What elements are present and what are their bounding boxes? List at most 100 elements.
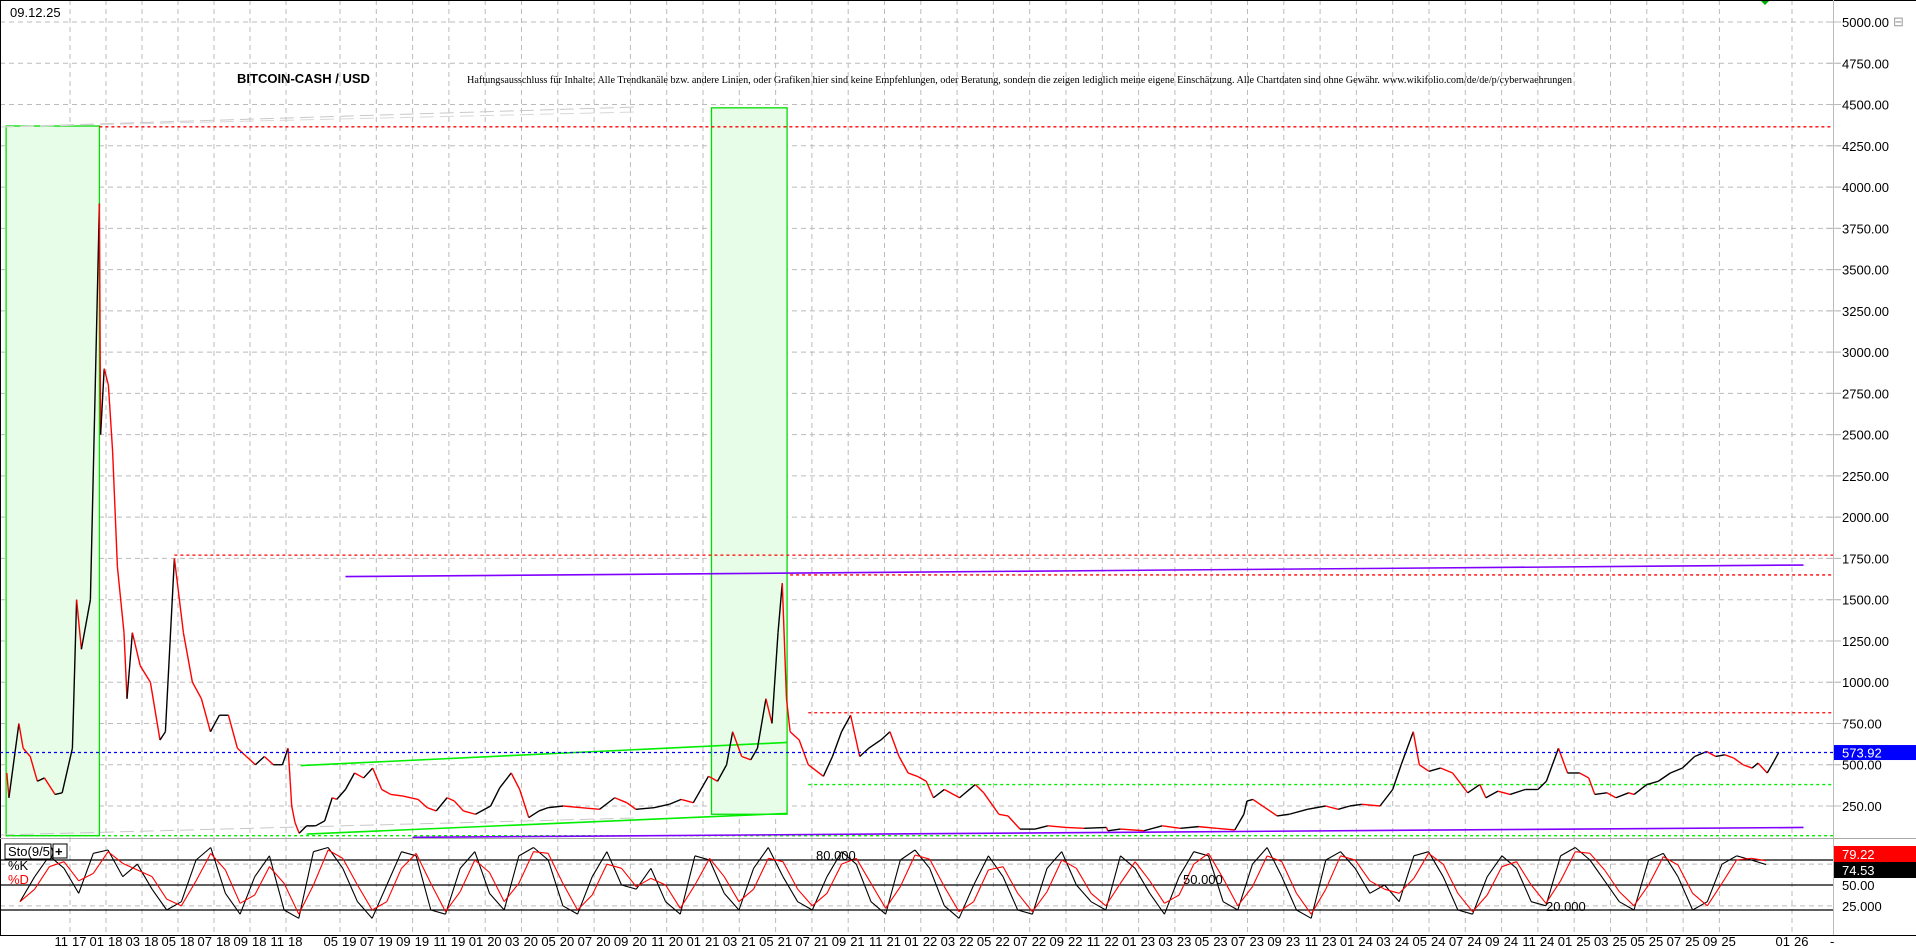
x-tick-year: 22 [923,934,937,948]
stoch-d-segment [988,866,1004,871]
price-segment [898,756,909,774]
stoch-k-segment [1354,868,1371,894]
y-tick-label: 2750.00 [1842,386,1889,401]
stoch-k-segment [533,847,549,861]
stoch-d-segment [489,872,505,902]
stoch-d-segment [1017,892,1033,913]
stoch-k-segment [48,855,65,869]
stoch-k-segment [268,855,285,911]
x-tick-year: 23 [1322,934,1336,948]
price-segment [959,784,976,799]
stoch-k-segment [767,847,784,877]
stoch-d-segment [49,861,65,868]
price-segment [1392,764,1402,790]
price-segment [1289,808,1308,815]
stoch-d-segment [1281,861,1297,894]
x-tick-month: 11 [869,934,883,948]
price-segment [1361,803,1381,807]
y-tick-label: 750.00 [1842,716,1882,731]
x-tick-month: 07 [1013,934,1027,948]
stoch-k-segment [841,851,857,865]
x-tick-year: 23 [1213,934,1227,948]
x-tick-month: 07 [1667,934,1681,948]
x-tick-year: 19 [451,934,465,948]
price-segment [390,793,404,797]
y-tick-label: 2250.00 [1842,469,1889,484]
stoch-d-segment [547,853,564,884]
price-segment [1682,755,1696,769]
x-tick-month: 09 [234,934,248,948]
x-tick-year: 23 [1286,934,1300,948]
x-tick-year: 20 [632,934,646,948]
collapse-button[interactable]: ⊟ [1893,14,1904,29]
price-segment [925,780,935,799]
d-legend: %D [8,872,29,887]
price-segment [475,805,491,815]
stoch-k-segment [782,876,799,902]
stoch-d-segment [841,857,857,865]
stoch-d-segment [1340,855,1356,861]
stoch-k-segment [1398,855,1415,902]
price-segment [200,698,212,732]
indicator-label: Sto(9/5) [8,844,54,859]
stoch-k-segment [1486,855,1503,877]
scroll-button[interactable]: - [1830,934,1834,948]
stoch-k-segment [1604,880,1620,902]
stoch-d-segment [239,894,256,904]
stoch-d-segment [709,857,725,878]
price-segment [1646,780,1659,786]
stoch-k-segment [224,893,241,915]
stoch-d-segment [577,894,593,911]
x-tick-year: 20 [487,934,501,948]
price-segment [998,813,1009,817]
stoch-d-segment [107,851,124,864]
stoch-d-segment [371,901,388,911]
x-tick-year: 25 [1649,934,1663,948]
x-tick-year: 18 [216,934,230,948]
stoch-d-segment [312,849,329,886]
add-indicator-button[interactable] [52,843,68,859]
stoch-k-segment [63,868,80,894]
fan-lines [0,106,637,836]
price-segment [344,772,356,790]
price-segment [281,748,289,765]
stoch-d-segment [151,876,168,900]
stoch-d-segment [1193,852,1209,865]
stoch-k-segment [1340,851,1356,869]
price-segment [668,798,682,805]
stoch-d-segment [1090,892,1107,907]
price-segment [1670,767,1683,774]
stoch-k-segment [1163,876,1180,915]
stoch-d-segment [254,866,270,896]
stoch-k-segment [694,855,710,861]
y-axis-labels: 5000.00 4750.00 4500.00 4250.00 4000.00 3750.… [1826,15,1889,814]
price-segment [1545,747,1560,782]
plus-icon: + [55,844,63,859]
x-tick-month: 07 [1449,934,1463,948]
stoch-d-segment [591,863,608,896]
x-tick-month: 11 [651,934,665,948]
x-tick-month: 09 [832,934,846,948]
support-trend-line [300,741,788,767]
stoch-d-segment [1663,856,1679,866]
price-segment [1047,825,1067,829]
x-tick-month: 09 [1703,934,1717,948]
x-tick-month: 03 [1158,934,1172,948]
stoch-k-segment [357,901,373,919]
indicator-label-box[interactable] [4,843,52,860]
stoch-k-segment [1296,909,1312,919]
stoch-d-segment [1384,888,1400,894]
stoch-d-segment [1031,891,1048,912]
channel-trend-line [345,564,1804,578]
k-legend: %K [8,858,29,873]
price-segment [1452,772,1469,794]
x-tick-year: 25 [1613,934,1627,948]
price-segment [1277,813,1290,817]
x-tick-month: 01 [1122,934,1136,948]
k-value-label: 74.53 [1842,863,1875,878]
x-tick-year: 22 [1032,934,1046,948]
stoch-d-segment [1428,852,1444,865]
channel-trend-line [412,826,1804,839]
stoch-k-segment [1574,847,1591,861]
